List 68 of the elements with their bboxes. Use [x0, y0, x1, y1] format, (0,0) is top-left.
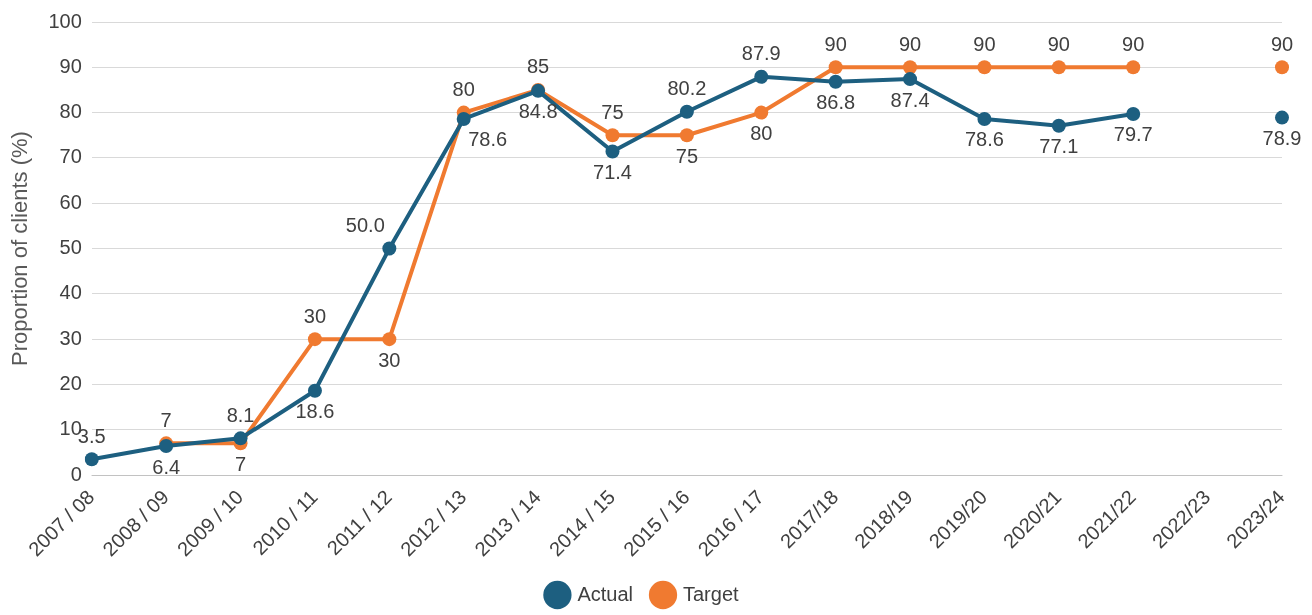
data-label: 75: [675, 144, 699, 167]
data-label: 78.9: [1262, 127, 1302, 150]
data-label: 90: [1047, 32, 1070, 55]
point: [1051, 118, 1066, 133]
data-label: 18.6: [295, 400, 335, 423]
data-label: 7: [160, 408, 172, 431]
point: [605, 144, 620, 159]
legend-label: Target: [683, 582, 740, 605]
data-label: 8.1: [226, 403, 255, 426]
point: [977, 60, 992, 75]
point: [903, 60, 918, 75]
data-label: 80: [750, 122, 773, 145]
data-label: 30: [303, 304, 327, 327]
data-label: 86.8: [816, 91, 856, 114]
y-axis-title: Proportion of clients (%): [7, 131, 33, 366]
data-label: 75: [601, 100, 624, 123]
point: [977, 111, 992, 126]
point: [1275, 110, 1289, 125]
data-label: 90: [824, 32, 847, 55]
point: [828, 60, 843, 75]
point: [456, 111, 471, 126]
data-label: 87.9: [741, 42, 781, 65]
point: [1126, 106, 1141, 121]
point: [307, 383, 322, 398]
y-tick-label: 70: [59, 145, 82, 168]
data-label: 90: [898, 32, 922, 55]
data-label: 77.1: [1039, 135, 1079, 158]
point: [754, 69, 769, 84]
point: [679, 104, 694, 119]
point: [754, 105, 769, 120]
data-label: 79.7: [1113, 123, 1153, 146]
point: [679, 128, 694, 143]
point: [1126, 60, 1141, 75]
data-label: 78.6: [468, 128, 508, 151]
data-label: 85: [526, 55, 550, 78]
y-tick-label: 100: [48, 9, 82, 32]
data-label: 78.6: [964, 128, 1004, 151]
data-label: 71.4: [593, 161, 632, 184]
data-label: 84.8: [518, 100, 558, 123]
data-label: 30: [378, 348, 401, 371]
data-label: 90: [973, 32, 996, 55]
data-label: 6.4: [152, 455, 181, 478]
y-tick-label: 30: [59, 326, 82, 349]
point: [307, 332, 322, 347]
y-tick-label: 60: [59, 190, 82, 213]
y-tick-label: 90: [59, 54, 82, 77]
point: [84, 452, 99, 467]
data-label: 90: [1270, 32, 1294, 55]
point: [382, 332, 397, 347]
y-tick-label: 20: [59, 371, 82, 394]
point: [828, 74, 843, 89]
data-label: 87.4: [890, 88, 930, 111]
data-label: 90: [1122, 32, 1145, 55]
point: [903, 72, 918, 87]
legend-label: Actual: [577, 582, 634, 605]
y-tick-label: 80: [59, 100, 82, 123]
point: [382, 241, 397, 256]
data-label: 80: [452, 78, 475, 101]
point: [605, 128, 620, 143]
data-label: 50.0: [345, 214, 385, 237]
y-tick-label: 0: [70, 462, 82, 485]
data-label: 80.2: [667, 77, 707, 100]
y-tick-label: 50: [59, 236, 82, 259]
point: [1051, 60, 1066, 75]
point: [1275, 60, 1289, 75]
y-tick-label: 40: [59, 281, 82, 304]
data-label: 7: [234, 452, 247, 475]
point: [233, 431, 248, 446]
